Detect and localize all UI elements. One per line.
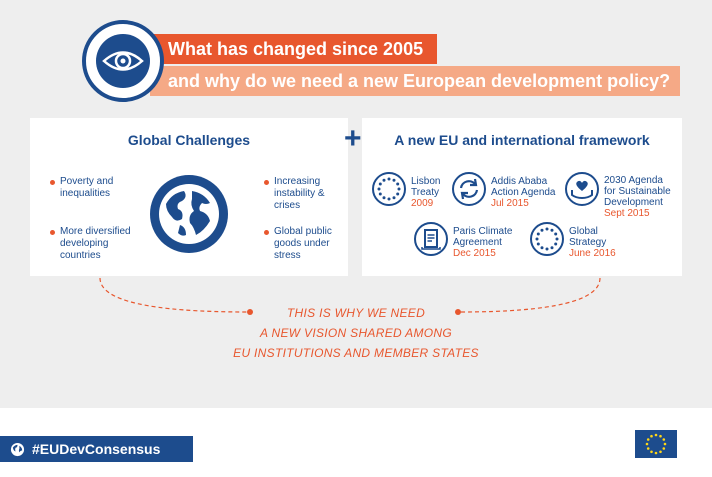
framework-item-label: Addis Ababa [491,176,548,187]
framework-item-label: Treaty [411,187,439,198]
framework-item-lisbon: Lisbon Treaty 2009 [372,172,440,209]
framework-item-date: Jul 2015 [491,198,529,209]
challenge-item: Poverty and inequalities [50,176,130,200]
conclusion-text: THIS IS WHY WE NEED A NEW VISION SHARED … [0,303,712,363]
hashtag-label: #EUDevConsensus [32,441,161,457]
heart-hands-icon [565,172,599,206]
conclusion-line: THIS IS WHY WE NEED [286,306,426,320]
challenge-item: More diversified developing countries [50,226,140,262]
header-eye-badge [82,20,164,102]
framework-item-label: Global [569,226,598,237]
document-icon [414,222,448,256]
eye-icon [96,34,150,88]
framework-item-label: Paris Climate [453,226,513,237]
framework-item-addis: Addis Ababa Action Agenda Jul 2015 [452,172,556,209]
eu-stars-icon [372,172,406,206]
challenge-item: Global public goods under stress [264,226,344,262]
framework-item-2030: 2030 Agenda for Sustainable Development … [565,172,671,219]
title-line-1: What has changed since 2005 [150,34,438,64]
framework-item-label: Strategy [569,237,607,248]
framework-item-label: for Sustainable [604,186,671,197]
framework-item-label: Action Agenda [491,187,556,198]
footer: #EUDevConsensus [0,408,712,477]
framework-item-global-strategy: Global Strategy June 2016 [530,222,616,259]
framework-panel: A new EU and international framework [362,118,682,276]
framework-item-date: Dec 2015 [453,248,496,259]
eu-flag-icon [635,430,677,458]
framework-item-label: Lisbon [411,176,441,187]
global-challenges-title: Global Challenges [127,132,251,148]
conclusion-line: A NEW VISION SHARED AMONG [260,326,452,340]
framework-item-date: Sept 2015 [604,208,650,219]
framework-item-paris: Paris Climate Agreement Dec 2015 [414,222,512,259]
framework-title: A new EU and international framework [394,132,650,148]
title-line-2: and why do we need a new European develo… [150,66,681,96]
framework-item-date: June 2016 [569,248,616,259]
globe-icon [150,175,228,253]
framework-item-label: Agreement [453,237,502,248]
cycle-arrows-icon [452,172,486,206]
globe-icon [10,442,25,457]
plus-icon: + [344,122,362,155]
framework-item-label: Development [604,197,663,208]
framework-item-date: 2009 [411,198,434,209]
hashtag-banner[interactable]: #EUDevConsensus [0,436,193,462]
challenge-item: Increasing instability & crises [264,176,344,212]
conclusion-line: EU INSTITUTIONS AND MEMBER STATES [233,346,479,360]
eu-stars-icon [530,222,564,256]
framework-item-label: 2030 Agenda [604,175,663,186]
